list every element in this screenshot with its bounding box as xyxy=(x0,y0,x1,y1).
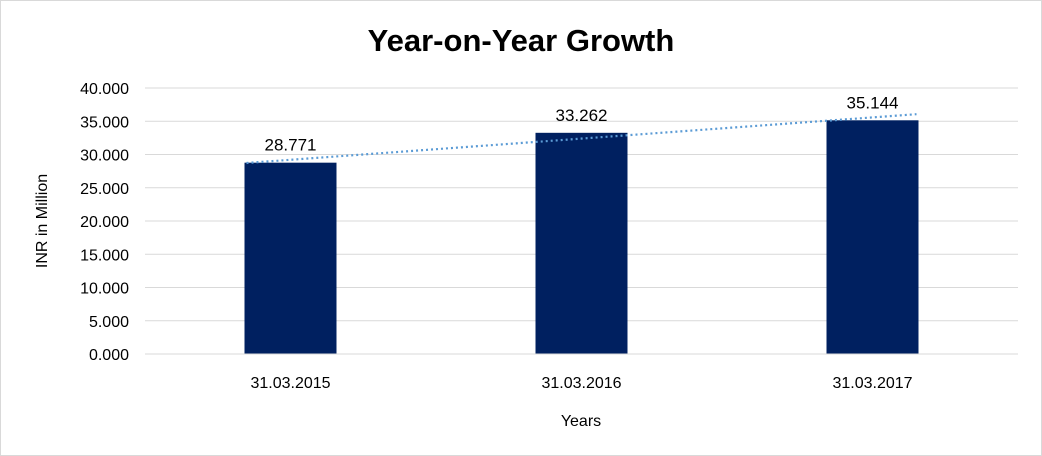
y-tick-label: 15.000 xyxy=(80,247,129,264)
y-tick-label: 40.000 xyxy=(80,81,129,98)
bars xyxy=(244,120,919,355)
trendline-group xyxy=(246,113,917,165)
bar xyxy=(244,162,337,354)
y-tick-label: 0.000 xyxy=(89,347,129,364)
data-label: 33.262 xyxy=(556,106,608,125)
y-tick-label: 35.000 xyxy=(80,114,129,131)
data-label: 28.771 xyxy=(265,136,317,155)
x-tick-label: 31.03.2015 xyxy=(250,375,330,392)
bar xyxy=(535,132,628,354)
bar xyxy=(826,120,919,355)
data-labels: 28.771 33.262 35.144 xyxy=(265,93,899,154)
y-axis-label: INR in Million xyxy=(34,174,51,268)
y-tick-label: 10.000 xyxy=(80,281,129,298)
x-axis-label: Years xyxy=(561,413,601,430)
trendline xyxy=(246,113,917,165)
y-tick-label: 5.000 xyxy=(89,314,129,331)
x-tick-label: 31.03.2016 xyxy=(541,375,621,392)
x-axis-ticks: 31.03.2015 31.03.2016 31.03.2017 xyxy=(250,375,912,392)
y-axis-ticks: 0.000 5.000 10.000 15.000 20.000 25.000 30.000… xyxy=(80,81,129,364)
y-tick-label: 20.000 xyxy=(80,214,129,231)
y-tick-label: 25.000 xyxy=(80,181,129,198)
chart-title: Year-on-Year Growth xyxy=(368,23,675,58)
y-tick-label: 30.000 xyxy=(80,148,129,165)
data-label: 35.144 xyxy=(847,93,899,112)
x-tick-label: 31.03.2017 xyxy=(832,375,912,392)
